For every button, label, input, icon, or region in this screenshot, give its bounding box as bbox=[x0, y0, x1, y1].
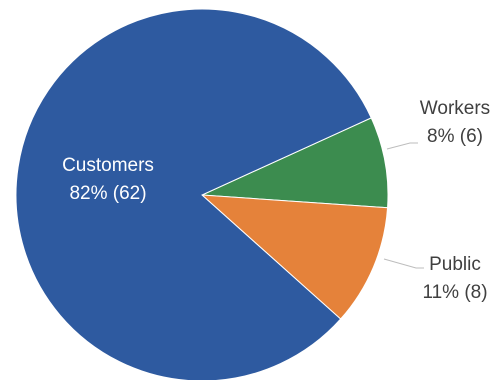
leader-line-workers bbox=[386, 142, 418, 150]
slice-value-customers: 82% (62) bbox=[69, 183, 146, 204]
slice-label-public: Public bbox=[429, 254, 481, 275]
slice-value-public: 11% (8) bbox=[422, 282, 487, 303]
pie-slice-public bbox=[200, 194, 389, 320]
slice-value-workers: 8% (6) bbox=[427, 126, 483, 147]
pie-slice-customers bbox=[15, 8, 372, 380]
slice-label-customers: Customers bbox=[62, 155, 154, 176]
slice-label-workers: Workers bbox=[420, 98, 490, 119]
leader-line-public bbox=[383, 258, 424, 269]
pie-slice-workers bbox=[201, 117, 389, 209]
